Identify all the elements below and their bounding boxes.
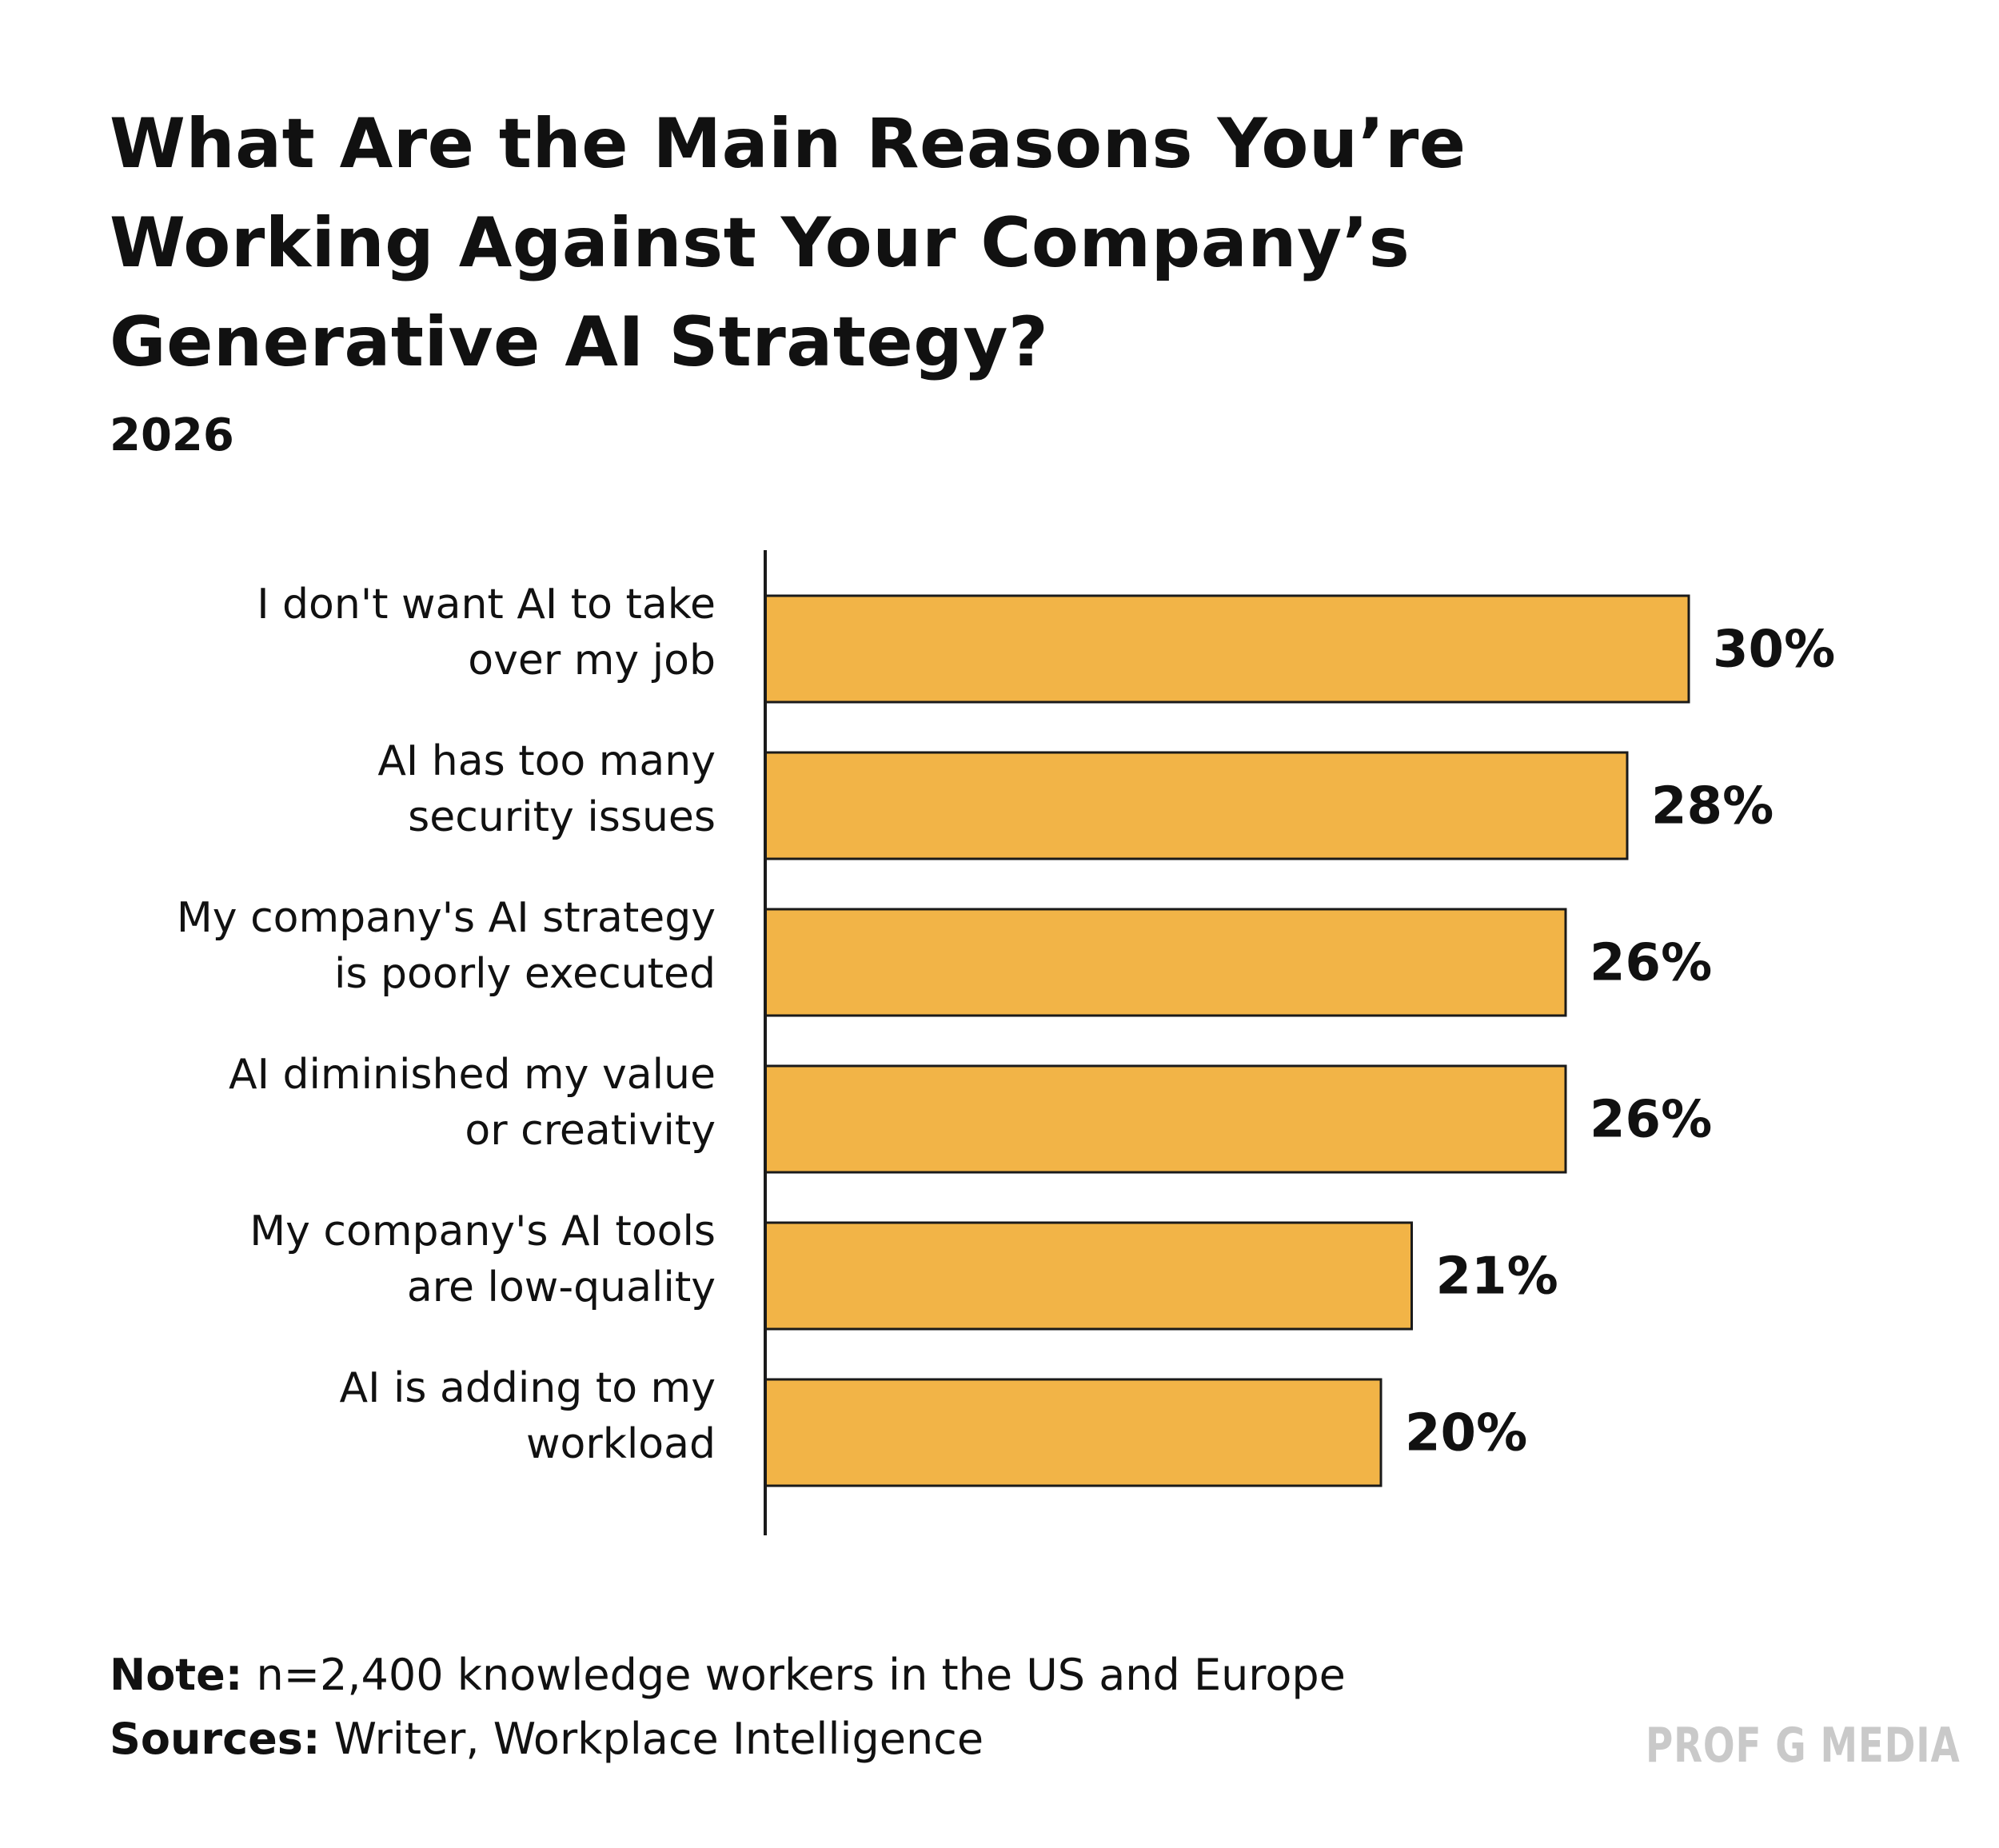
bar-6 [764, 1378, 1383, 1487]
bar-value-label-4: 26% [1590, 1091, 1712, 1150]
bar-value-label-5: 21% [1436, 1247, 1558, 1307]
note-text: n=2,400 knowledge workers in the US and … [242, 1650, 1346, 1700]
footer-note: Note: n=2,400 knowledge workers in the U… [110, 1643, 1346, 1707]
chart-subtitle: 2026 [110, 409, 234, 461]
note-label: Note: [110, 1650, 243, 1700]
bar-2 [764, 751, 1629, 860]
bar-value-label-6: 20% [1405, 1404, 1527, 1463]
category-label-6: AI is adding to my workload [340, 1364, 716, 1468]
bar-value-label-3: 26% [1590, 934, 1712, 993]
category-label-5: My company's AI tools are low-quality [249, 1207, 716, 1311]
category-label-4: AI diminished my value or creativity [229, 1051, 716, 1155]
bar-chart: 30% I don't want AI to take over my job 28%… [177, 550, 1835, 1535]
bar-1 [764, 594, 1690, 704]
bar-value-label-2: 28% [1651, 777, 1774, 836]
category-label-2: AI has too many security issues [377, 737, 716, 841]
footer-sources: Sources: Writer, Workplace Intelligence [110, 1707, 984, 1771]
bar-4 [764, 1064, 1567, 1174]
category-label-1: I don't want AI to take over my job [257, 581, 716, 685]
bar-3 [764, 908, 1567, 1017]
sources-text: Writer, Workplace Intelligence [320, 1714, 984, 1764]
category-label-3: My company's AI strategy is poorly execut… [177, 894, 716, 998]
sources-label: Sources: [110, 1714, 321, 1764]
chart-title: What Are the Main Reasons You’re Working… [110, 104, 1466, 382]
brand-logo: PROF G MEDIA [1646, 1718, 1961, 1774]
bar-value-label-1: 30% [1713, 621, 1835, 680]
bar-5 [764, 1221, 1413, 1331]
